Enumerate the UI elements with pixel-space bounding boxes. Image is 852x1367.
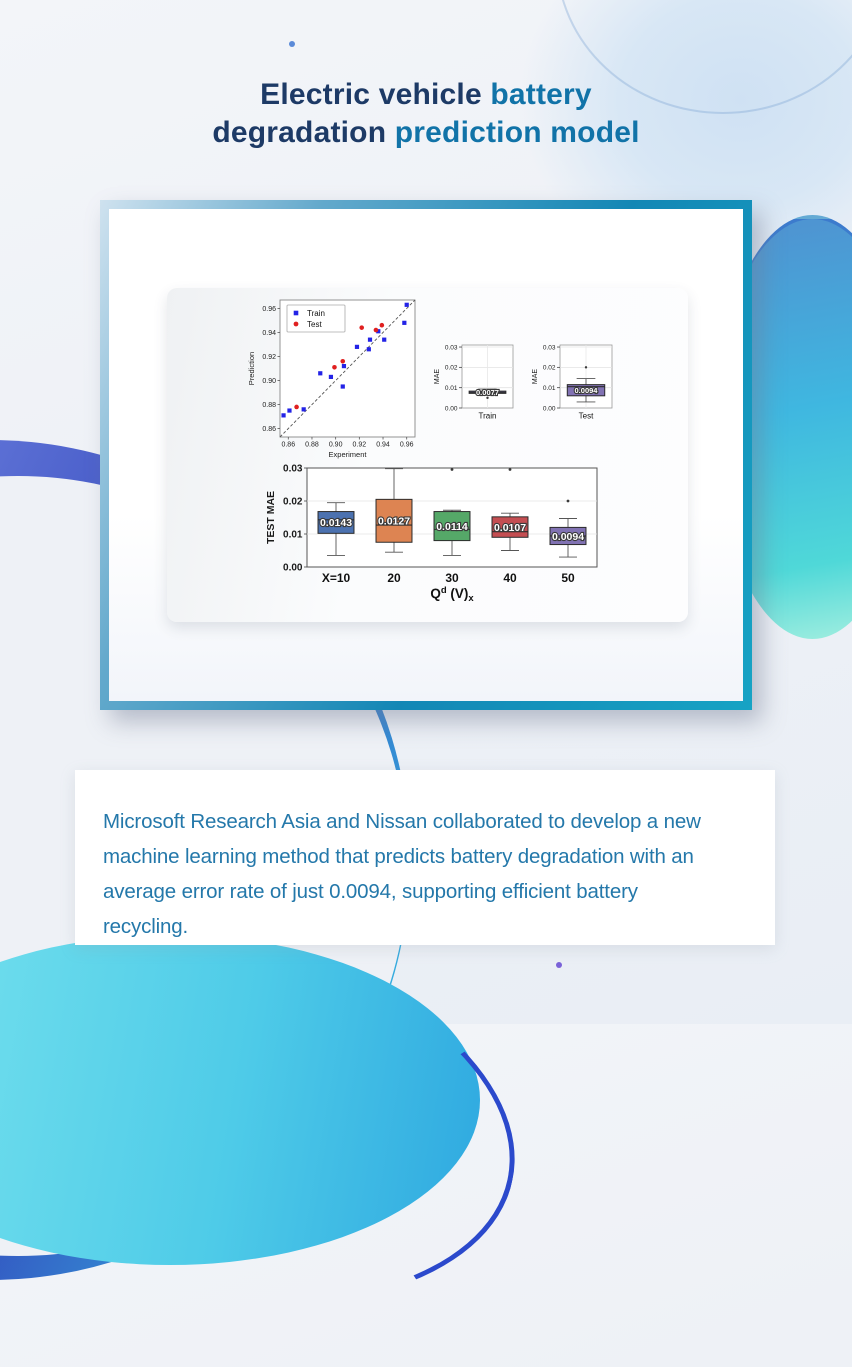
page-title: Electric vehicle battery degradation pre… [0,76,852,153]
svg-text:Experiment: Experiment [329,450,368,459]
svg-text:0.00: 0.00 [543,405,556,412]
svg-text:0.03: 0.03 [445,344,458,351]
svg-text:30: 30 [445,571,459,585]
svg-text:0.02: 0.02 [445,365,458,372]
figure-frame-inner: 0.86 0.88 0.90 0.92 0.94 0.96 0.86 0.88 0.90 0.92… [109,209,743,701]
svg-text:Train: Train [479,412,497,421]
svg-text:0.96: 0.96 [400,442,414,449]
svg-text:MAE: MAE [434,369,441,385]
svg-text:0.0107: 0.0107 [494,522,526,534]
svg-text:0.0077: 0.0077 [476,388,499,397]
svg-text:0.03: 0.03 [543,344,556,351]
svg-text:TEST MAE: TEST MAE [265,491,277,544]
svg-text:0.90: 0.90 [262,378,276,385]
svg-text:20: 20 [387,571,401,585]
svg-text:0.01: 0.01 [445,385,458,392]
results-figure-panel: 0.86 0.88 0.90 0.92 0.94 0.96 0.86 0.88 0.90 0.92… [167,288,688,622]
description-line: Microsoft Research Asia and Nissan colla… [103,810,701,833]
svg-text:50: 50 [561,571,575,585]
svg-text:Prediction: Prediction [247,352,256,385]
svg-text:0.03: 0.03 [283,464,303,475]
description-line: recycling. [103,915,189,938]
svg-text:0.96: 0.96 [262,306,276,313]
figure-frame: 0.86 0.88 0.90 0.92 0.94 0.96 0.86 0.88 0.90 0.92… [100,200,752,710]
title-line-2: degradation prediction model [0,114,852,152]
svg-text:0.0094: 0.0094 [575,386,599,395]
svg-text:0.86: 0.86 [281,442,295,449]
decor-dot-blue [289,41,295,47]
svg-text:0.86: 0.86 [262,426,276,433]
svg-text:40: 40 [503,571,517,585]
svg-text:0.92: 0.92 [353,442,367,449]
svg-text:Test: Test [579,412,594,421]
svg-text:Test: Test [307,320,322,329]
description-line: machine learning method that predicts ba… [103,845,694,868]
svg-text:X=10: X=10 [322,571,351,585]
description-line: average error rate of just 0.0094, suppo… [103,880,638,903]
svg-text:0.92: 0.92 [262,354,276,361]
svg-text:0.0094: 0.0094 [552,531,584,543]
svg-text:MAE: MAE [532,369,539,385]
svg-text:0.0114: 0.0114 [436,521,468,533]
svg-text:0.0127: 0.0127 [378,516,410,528]
svg-text:0.90: 0.90 [329,442,343,449]
svg-text:0.02: 0.02 [283,497,303,508]
svg-text:0.01: 0.01 [543,385,556,392]
description-card: Microsoft Research Asia and Nissan colla… [75,770,775,945]
svg-text:Qd (V)x: Qd (V)x [430,585,474,604]
svg-text:0.00: 0.00 [445,405,458,412]
title-line-1: Electric vehicle battery [0,76,852,114]
svg-text:0.02: 0.02 [543,365,556,372]
decor-dot-purple [556,962,562,968]
title-line2-dark: degradation [212,116,395,150]
svg-text:0.94: 0.94 [262,330,276,337]
svg-text:0.94: 0.94 [376,442,390,449]
svg-text:0.00: 0.00 [283,563,303,574]
svg-text:0.01: 0.01 [283,530,303,541]
title-line1-dark: Electric vehicle [260,78,491,111]
background-blob [0,935,480,1265]
svg-text:0.0143: 0.0143 [320,517,352,529]
svg-text:0.88: 0.88 [262,402,276,409]
svg-text:0.88: 0.88 [305,442,319,449]
charts-figure: 0.86 0.88 0.90 0.92 0.94 0.96 0.86 0.88 0.90 0.92… [247,299,613,604]
title-line2-accent: prediction model [394,116,640,150]
svg-text:Train: Train [307,309,325,318]
title-line1-accent: battery [490,78,592,111]
